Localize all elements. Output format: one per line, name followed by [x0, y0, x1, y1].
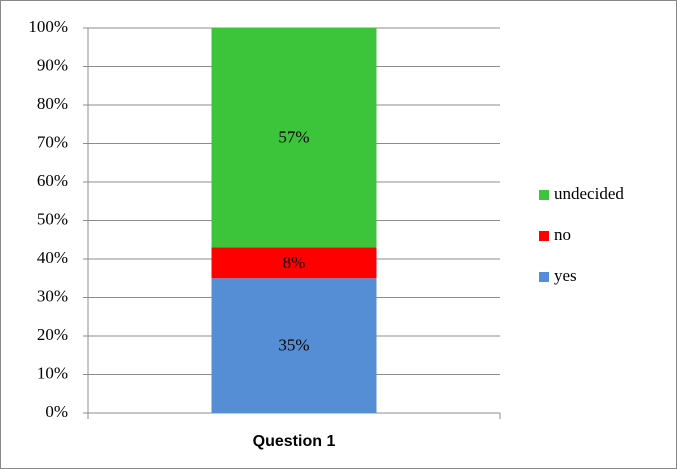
y-tick-label: 90%: [37, 55, 68, 74]
y-tick-label: 10%: [37, 363, 68, 382]
legend-swatch: [539, 272, 549, 282]
legend-label: no: [554, 225, 571, 244]
y-tick-label: 40%: [37, 248, 68, 267]
bar-segment: [211, 28, 377, 248]
value-label: 57%: [278, 128, 309, 147]
y-tick-label: 20%: [37, 325, 68, 344]
y-tick-label: 50%: [37, 209, 68, 228]
y-tick-label: 0%: [45, 402, 68, 421]
y-tick-label: 80%: [37, 94, 68, 113]
x-tick-label: Question 1: [253, 433, 336, 450]
value-label: 8%: [283, 253, 306, 272]
legend-label: yes: [554, 266, 577, 285]
value-label: 35%: [278, 336, 309, 355]
y-tick-label: 60%: [37, 171, 68, 190]
y-tick-label: 100%: [28, 17, 68, 36]
bar-segment: [211, 278, 377, 413]
y-tick-label: 30%: [37, 286, 68, 305]
bar-segment: [211, 247, 377, 279]
y-tick-label: 70%: [37, 132, 68, 151]
legend-swatch: [539, 231, 549, 241]
legend-label: undecided: [554, 184, 624, 203]
legend-swatch: [539, 190, 549, 200]
